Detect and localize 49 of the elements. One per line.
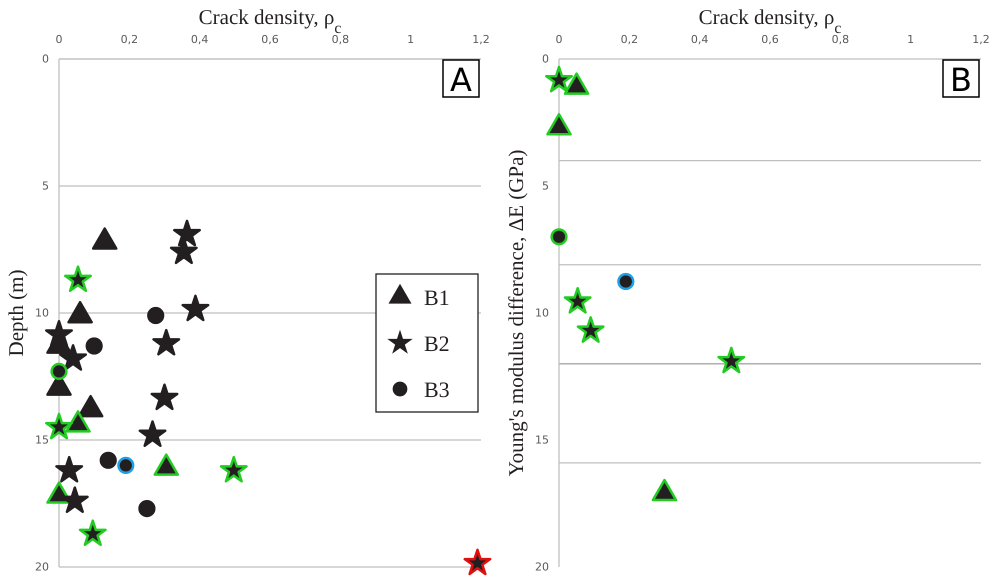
x-tick-label: 1,2 (972, 33, 990, 46)
x-tick-label: 1,2 (472, 33, 490, 46)
point (550, 228, 568, 246)
point (55, 456, 84, 483)
y-tick-label: 0 (542, 52, 549, 66)
x-tick-label: 1 (407, 33, 414, 46)
y-tick-label: 5 (542, 180, 549, 193)
x-tick-label: 0 (56, 33, 62, 46)
legend-label: B1 (424, 285, 450, 310)
chart-title: B (950, 61, 972, 99)
point (152, 328, 180, 356)
point (617, 272, 634, 290)
y-axis-title: Depth (m) (4, 270, 28, 356)
point (86, 337, 103, 355)
point (464, 548, 492, 576)
point (717, 346, 746, 374)
y-axis-title: Young's modulus difference, ΔE (GPa) (504, 150, 528, 476)
point (576, 316, 605, 343)
point (147, 306, 164, 324)
y-tick-label: 0 (42, 52, 49, 66)
y-tick-label: 15 (535, 434, 549, 447)
legend-label: B3 (424, 377, 450, 402)
point (173, 220, 201, 246)
y-tick-label: 20 (35, 560, 49, 574)
point (50, 362, 68, 380)
y-tick-label: 15 (35, 434, 49, 447)
point (100, 452, 117, 469)
point (45, 320, 73, 347)
point (117, 456, 134, 474)
x-tick-label: 0 (556, 33, 562, 46)
point (150, 383, 178, 410)
legend-label: B2 (424, 331, 450, 356)
x-tick-label: 0,2 (620, 33, 638, 46)
y-tick-label: 10 (35, 306, 49, 320)
point (545, 66, 573, 92)
point (64, 265, 92, 292)
point (182, 294, 210, 322)
chart-title: A (450, 61, 472, 99)
point (138, 420, 166, 447)
x-tick-label: 1 (907, 33, 914, 46)
point (78, 519, 107, 546)
point (138, 500, 156, 518)
point (564, 286, 592, 314)
point (59, 344, 88, 371)
y-tick-label: 10 (535, 306, 549, 320)
y-tick-label: 5 (42, 180, 49, 193)
y-tick-label: 20 (535, 560, 549, 574)
x-tick-label: 0,2 (120, 33, 138, 46)
point (220, 456, 248, 483)
